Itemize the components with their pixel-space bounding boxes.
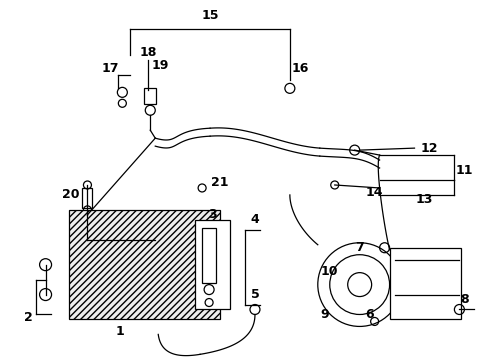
Bar	[202, 228, 216, 283]
Text: 20: 20	[61, 188, 79, 202]
Text: 4: 4	[250, 213, 259, 226]
Text: 12: 12	[420, 141, 437, 155]
Text: 15: 15	[201, 9, 219, 22]
Text: 13: 13	[415, 193, 432, 206]
Text: 16: 16	[290, 62, 308, 75]
Bar	[144, 88, 156, 104]
Text: 5: 5	[250, 288, 259, 301]
Bar	[389, 248, 461, 319]
Text: 10: 10	[320, 265, 338, 278]
Text: 19: 19	[151, 59, 168, 72]
Text: 17: 17	[102, 62, 119, 75]
Text: 1: 1	[116, 325, 124, 338]
Text: 3: 3	[207, 208, 216, 221]
Text: 8: 8	[459, 293, 468, 306]
Bar	[82, 188, 92, 208]
Text: 7: 7	[355, 241, 363, 254]
Text: 14: 14	[365, 186, 383, 199]
Bar	[68, 210, 220, 319]
Text: 11: 11	[455, 163, 472, 176]
Text: 9: 9	[320, 308, 328, 321]
Text: 6: 6	[365, 308, 373, 321]
Bar	[195, 220, 229, 310]
Text: 21: 21	[211, 176, 228, 189]
Text: 2: 2	[24, 311, 33, 324]
Text: 18: 18	[139, 46, 157, 59]
